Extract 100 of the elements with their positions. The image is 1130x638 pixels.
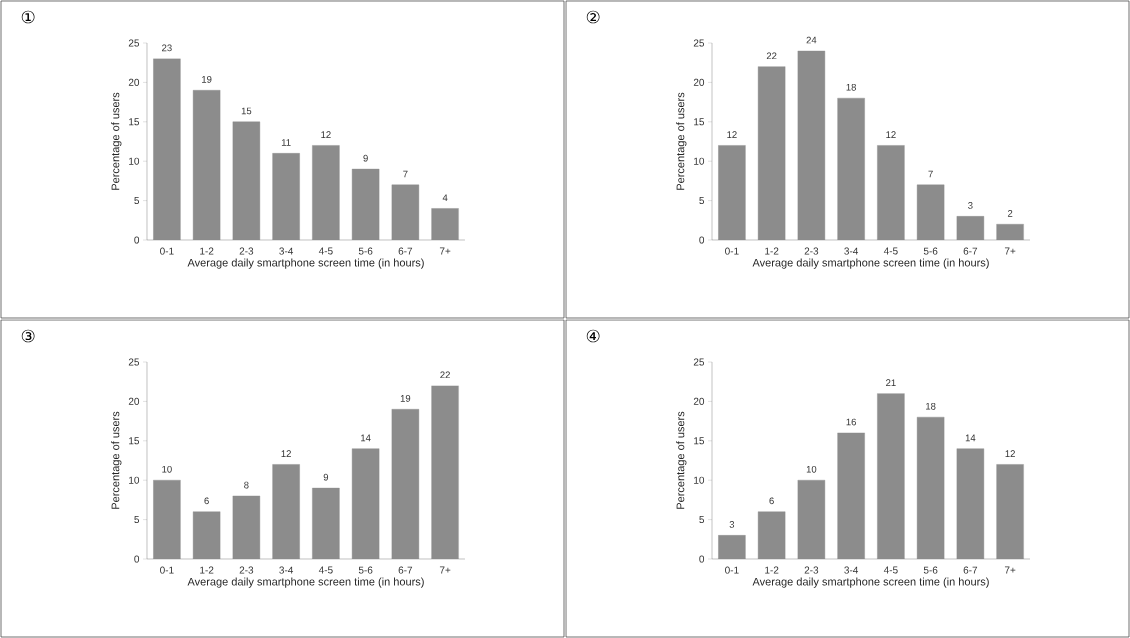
y-tick-label: 20 (128, 397, 140, 405)
data-label: 4 (442, 194, 448, 201)
y-tick-label: 5 (134, 197, 140, 205)
x-tick-label: 4-5 (318, 247, 333, 255)
chart-title: ① (21, 10, 35, 24)
x-tick-label: 1-2 (765, 247, 779, 255)
y-axis-title: Percentage of users (111, 411, 122, 509)
data-label: 2 (1007, 210, 1013, 217)
x-tick-label: 3-4 (844, 566, 859, 574)
x-tick-label: 4-5 (318, 566, 333, 574)
data-label: 24 (806, 36, 817, 44)
data-label: 21 (886, 379, 896, 386)
x-tick-label: 7+ (1004, 247, 1016, 255)
data-label: 22 (440, 371, 450, 379)
x-tick-label: 2-3 (239, 566, 254, 574)
x-tick-label: 3-4 (279, 247, 294, 255)
x-tick-label: 7+ (439, 247, 451, 255)
data-label: 8 (244, 481, 249, 489)
x-axis-title: Average daily smartphone screen time (in hours) (752, 577, 989, 588)
y-tick-label: 25 (693, 39, 705, 47)
data-label: 3 (729, 521, 735, 528)
y-tick-label: 20 (693, 397, 705, 405)
y-axis-title: Percentage of users (676, 411, 687, 509)
y-tick-label: 5 (134, 516, 140, 524)
x-tick-label: 6-7 (963, 566, 978, 574)
y-tick-label: 20 (128, 78, 140, 86)
y-tick-label: 15 (694, 118, 705, 126)
data-label: 14 (361, 434, 371, 442)
chart-title: ② (586, 10, 600, 24)
data-label: 12 (727, 131, 737, 138)
data-label: 9 (323, 473, 329, 481)
data-label: 7 (403, 170, 408, 178)
y-tick-label: 10 (694, 157, 705, 165)
x-tick-label: 5-6 (358, 566, 373, 574)
x-tick-label: 2-3 (804, 247, 819, 255)
y-tick-label: 15 (129, 437, 140, 445)
chart-title: ③ (21, 329, 35, 343)
y-tick-label: 20 (693, 78, 705, 86)
x-axis-title: Average daily smartphone screen time (in hours) (752, 258, 989, 269)
chart-title: ④ (586, 329, 600, 343)
y-axis-title: Percentage of users (676, 92, 687, 190)
x-tick-label: 5-6 (923, 247, 938, 255)
x-tick-label: 6-7 (398, 247, 413, 255)
x-tick-label: 1-2 (200, 247, 214, 255)
data-label: 7 (928, 170, 933, 178)
y-tick-label: 5 (699, 197, 705, 205)
x-tick-label: 5-6 (358, 247, 373, 255)
data-label: 14 (965, 434, 976, 442)
data-label: 10 (806, 465, 817, 473)
data-label: 18 (846, 83, 856, 91)
data-label: 15 (241, 107, 252, 115)
x-tick-label: 1-2 (765, 566, 779, 574)
x-tick-label: 4-5 (883, 566, 898, 574)
y-tick-label: 25 (693, 358, 705, 366)
y-tick-label: 0 (699, 555, 705, 563)
y-tick-label: 10 (129, 157, 140, 165)
data-label: 19 (400, 395, 411, 402)
data-label: 12 (281, 450, 291, 457)
x-tick-label: 2-3 (804, 566, 819, 574)
data-label: 3 (968, 202, 973, 209)
x-tick-label: 1-2 (200, 566, 214, 574)
x-tick-label: 3-4 (279, 566, 294, 574)
data-label: 12 (1005, 450, 1015, 457)
y-tick-label: 0 (134, 236, 140, 244)
data-label: 6 (204, 497, 209, 505)
data-label: 18 (926, 402, 936, 410)
y-tick-label: 0 (699, 236, 705, 244)
y-tick-label: 0 (134, 555, 140, 563)
y-tick-label: 15 (694, 437, 705, 445)
x-axis-title: Average daily smartphone screen time (in hours) (187, 577, 424, 588)
x-tick-label: 2-3 (239, 247, 254, 255)
data-label: 9 (363, 154, 368, 162)
y-tick-label: 25 (128, 39, 140, 47)
x-tick-label: 0-1 (725, 247, 739, 255)
x-axis-title: Average daily smartphone screen time (in hours) (187, 258, 424, 269)
x-tick-label: 0-1 (725, 566, 739, 574)
y-tick-label: 10 (694, 476, 705, 484)
data-label: 12 (321, 131, 331, 138)
y-tick-label: 5 (699, 516, 705, 524)
x-tick-label: 5-6 (923, 566, 938, 574)
y-axis-title: Percentage of users (111, 92, 122, 190)
x-tick-label: 7+ (1004, 566, 1016, 574)
x-tick-label: 0-1 (160, 247, 174, 255)
x-tick-label: 7+ (439, 566, 451, 574)
x-tick-label: 4-5 (883, 247, 898, 255)
data-label: 12 (886, 131, 896, 138)
y-tick-label: 25 (128, 358, 140, 366)
data-label: 19 (202, 76, 212, 83)
y-tick-label: 10 (129, 476, 140, 484)
data-label: 6 (769, 497, 774, 505)
data-label: 23 (162, 44, 172, 52)
x-tick-label: 3-4 (844, 247, 859, 255)
x-tick-label: 6-7 (963, 247, 978, 255)
x-tick-label: 6-7 (398, 566, 413, 574)
data-label: 11 (281, 139, 291, 146)
y-tick-label: 15 (129, 118, 140, 126)
data-label: 10 (162, 465, 172, 473)
data-label: 16 (846, 418, 856, 426)
x-tick-label: 0-1 (160, 566, 174, 574)
data-label: 22 (766, 52, 777, 60)
